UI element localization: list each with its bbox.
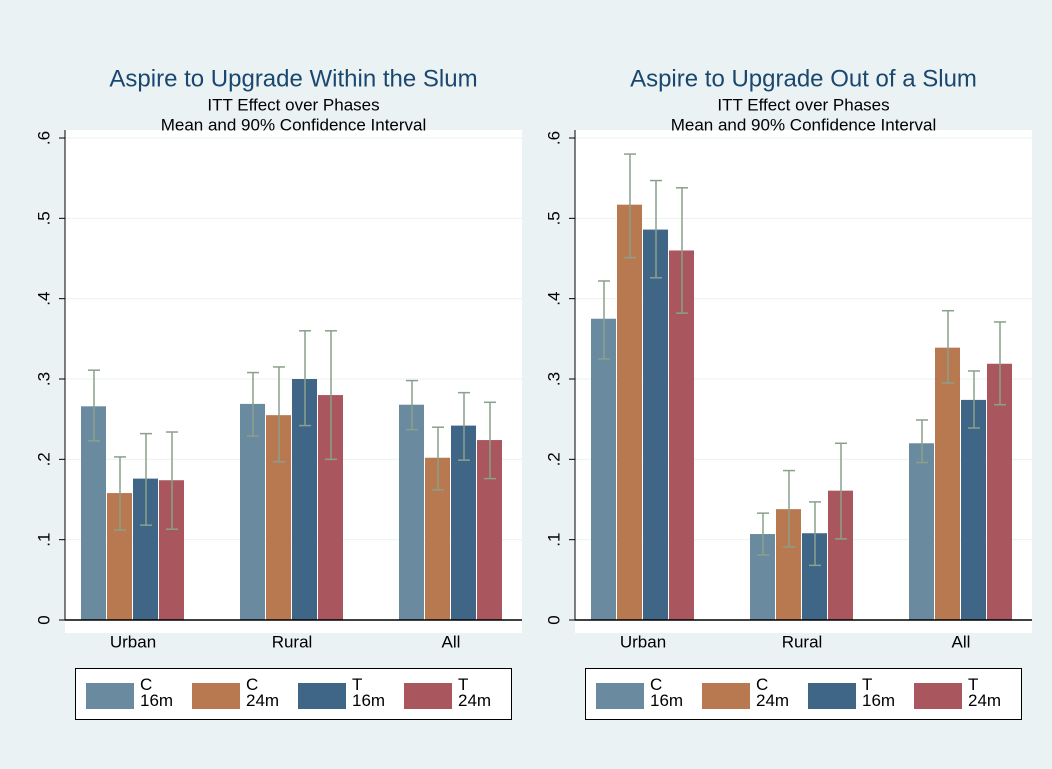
y-tick-label: .6: [34, 131, 53, 145]
legend-label: C 16m: [650, 675, 684, 710]
y-tick-label: .4: [34, 292, 53, 306]
chart-subtitle: ITT Effect over Phases: [207, 95, 379, 114]
legend-swatch: [86, 683, 134, 709]
legend-swatch: [404, 683, 452, 709]
y-tick-label: .5: [544, 211, 563, 225]
chart-subtitle: Mean and 90% Confidence Interval: [161, 115, 427, 134]
x-tick-label: Urban: [110, 632, 156, 651]
bar: [399, 404, 424, 620]
y-tick-label: .5: [34, 211, 53, 225]
y-tick-label: .4: [544, 292, 563, 306]
legend: C 16m C 24m T 16m T 24m: [585, 668, 1022, 720]
legend-label: T 16m: [352, 675, 386, 710]
legend-swatch: [914, 683, 962, 709]
bar: [987, 363, 1012, 620]
legend-swatch: [702, 683, 750, 709]
y-tick-label: .3: [544, 372, 563, 386]
x-tick-label: Urban: [620, 632, 666, 651]
legend-label: T 24m: [458, 675, 492, 710]
bar: [909, 443, 934, 620]
bar: [935, 347, 960, 620]
bar: [617, 204, 642, 620]
y-tick-label: .2: [34, 452, 53, 466]
x-tick-label: Rural: [272, 632, 313, 651]
x-tick-label: All: [442, 632, 461, 651]
x-tick-label: Rural: [782, 632, 823, 651]
legend-item: C 24m: [702, 675, 790, 710]
y-tick-label: .1: [544, 533, 563, 547]
y-tick-label: 0: [544, 615, 563, 624]
legend-item: C 24m: [192, 675, 280, 710]
legend-label: T 24m: [968, 675, 1002, 710]
chart-title: Aspire to Upgrade Within the Slum: [109, 65, 477, 92]
legend-swatch: [192, 683, 240, 709]
legend-swatch: [298, 683, 346, 709]
bar: [240, 403, 265, 620]
bar: [961, 399, 986, 620]
bar: [81, 406, 106, 620]
legend-label: T 16m: [862, 675, 896, 710]
legend-item: T 16m: [298, 675, 386, 710]
y-tick-label: .6: [544, 131, 563, 145]
x-tick-label: All: [952, 632, 971, 651]
y-tick-label: 0: [34, 615, 53, 624]
legend-item: C 16m: [86, 675, 174, 710]
chart-subtitle: ITT Effect over Phases: [717, 95, 889, 114]
bar: [643, 229, 668, 620]
legend-swatch: [596, 683, 644, 709]
legend-item: T 16m: [808, 675, 896, 710]
y-tick-label: .1: [34, 533, 53, 547]
y-tick-label: .2: [544, 452, 563, 466]
legend-item: T 24m: [404, 675, 492, 710]
legend-item: T 24m: [914, 675, 1002, 710]
legend-label: C 24m: [246, 675, 280, 710]
y-tick-label: .3: [34, 372, 53, 386]
legend-label: C 24m: [756, 675, 790, 710]
bar: [591, 318, 616, 620]
legend: C 16m C 24m T 16m T 24m: [75, 668, 512, 720]
legend-item: C 16m: [596, 675, 684, 710]
legend-label: C 16m: [140, 675, 174, 710]
chart-subtitle: Mean and 90% Confidence Interval: [671, 115, 937, 134]
legend-swatch: [808, 683, 856, 709]
chart-title: Aspire to Upgrade Out of a Slum: [630, 65, 977, 92]
